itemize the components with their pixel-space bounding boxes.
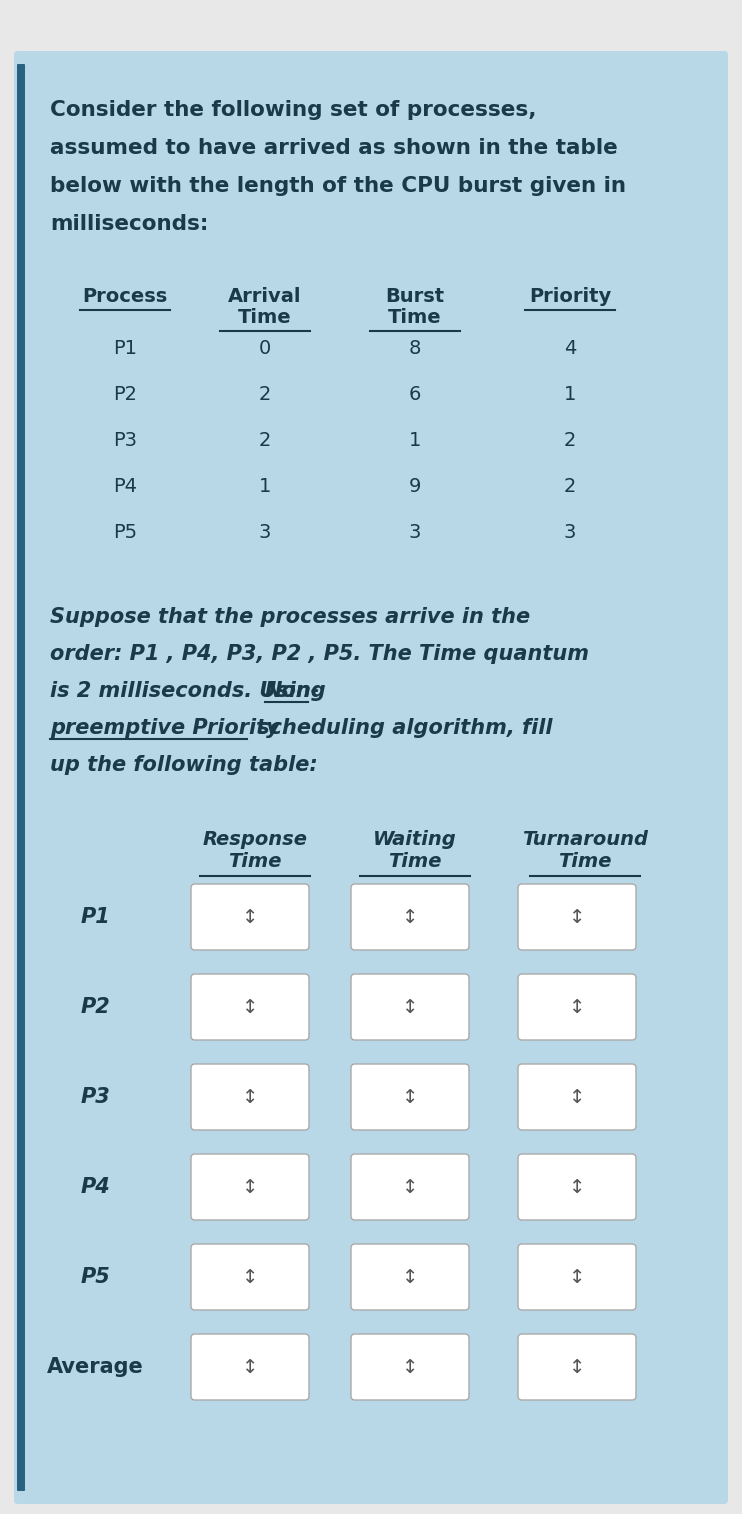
FancyBboxPatch shape	[518, 1245, 636, 1310]
Text: assumed to have arrived as shown in the table: assumed to have arrived as shown in the …	[50, 138, 618, 157]
Text: ↕: ↕	[402, 1267, 418, 1287]
Text: 2: 2	[564, 431, 577, 450]
Text: Time: Time	[388, 852, 441, 871]
Text: P5: P5	[113, 522, 137, 542]
FancyBboxPatch shape	[518, 884, 636, 949]
Text: Time: Time	[558, 852, 611, 871]
Text: ↕: ↕	[242, 1358, 258, 1376]
Text: 1: 1	[259, 477, 271, 497]
Text: Time: Time	[238, 307, 292, 327]
Text: Time: Time	[229, 852, 282, 871]
Text: P4: P4	[113, 477, 137, 497]
Text: Process: Process	[82, 288, 168, 306]
Text: ↕: ↕	[242, 998, 258, 1016]
Text: 8: 8	[409, 339, 421, 357]
Text: Arrival: Arrival	[229, 288, 302, 306]
FancyBboxPatch shape	[351, 1334, 469, 1400]
FancyBboxPatch shape	[518, 1334, 636, 1400]
Text: 2: 2	[259, 431, 271, 450]
Text: 1: 1	[564, 385, 577, 404]
Text: Priority: Priority	[529, 288, 611, 306]
Text: P1: P1	[113, 339, 137, 357]
FancyBboxPatch shape	[518, 1154, 636, 1220]
Text: preemptive Priority: preemptive Priority	[50, 718, 280, 737]
FancyBboxPatch shape	[191, 974, 309, 1040]
Text: ↕: ↕	[402, 1178, 418, 1196]
Text: Non-: Non-	[265, 681, 321, 701]
Text: 1: 1	[409, 431, 421, 450]
Text: ↕: ↕	[402, 998, 418, 1016]
Text: 2: 2	[259, 385, 271, 404]
Text: Burst: Burst	[385, 288, 444, 306]
Text: P3: P3	[113, 431, 137, 450]
FancyBboxPatch shape	[191, 884, 309, 949]
Text: ↕: ↕	[569, 907, 585, 927]
Text: ↕: ↕	[402, 1358, 418, 1376]
Text: P1: P1	[80, 907, 110, 927]
Text: ↕: ↕	[569, 1178, 585, 1196]
FancyBboxPatch shape	[518, 974, 636, 1040]
Text: 9: 9	[409, 477, 421, 497]
FancyBboxPatch shape	[518, 1064, 636, 1129]
Text: Consider the following set of processes,: Consider the following set of processes,	[50, 100, 536, 120]
Text: P2: P2	[113, 385, 137, 404]
Text: P3: P3	[80, 1087, 110, 1107]
Text: Average: Average	[47, 1357, 143, 1378]
FancyBboxPatch shape	[14, 51, 728, 1503]
Text: 4: 4	[564, 339, 577, 357]
Text: ↕: ↕	[569, 1087, 585, 1107]
Text: milliseconds:: milliseconds:	[50, 213, 209, 235]
Text: ↕: ↕	[569, 1358, 585, 1376]
FancyBboxPatch shape	[351, 1154, 469, 1220]
Text: ↕: ↕	[242, 1178, 258, 1196]
FancyBboxPatch shape	[191, 1334, 309, 1400]
Text: ↕: ↕	[569, 998, 585, 1016]
Text: Waiting: Waiting	[373, 830, 457, 849]
Text: is 2 milliseconds. Using: is 2 milliseconds. Using	[50, 681, 333, 701]
FancyBboxPatch shape	[17, 64, 25, 1491]
FancyBboxPatch shape	[351, 884, 469, 949]
Text: ↕: ↕	[242, 1267, 258, 1287]
FancyBboxPatch shape	[191, 1154, 309, 1220]
Text: P4: P4	[80, 1176, 110, 1198]
Text: P2: P2	[80, 998, 110, 1017]
Text: below with the length of the CPU burst given in: below with the length of the CPU burst g…	[50, 176, 626, 195]
Text: 6: 6	[409, 385, 421, 404]
Text: 0: 0	[259, 339, 271, 357]
FancyBboxPatch shape	[351, 1245, 469, 1310]
Text: P5: P5	[80, 1267, 110, 1287]
Text: Time: Time	[388, 307, 441, 327]
Text: ↕: ↕	[402, 907, 418, 927]
Text: scheduling algorithm, fill: scheduling algorithm, fill	[250, 718, 553, 737]
Text: 3: 3	[259, 522, 271, 542]
FancyBboxPatch shape	[351, 1064, 469, 1129]
Text: Response: Response	[203, 830, 307, 849]
FancyBboxPatch shape	[191, 1245, 309, 1310]
Text: ↕: ↕	[242, 907, 258, 927]
Text: order: ​P1​ , P4, P3, P2 , P5. The Time quantum: order: ​P1​ , P4, P3, P2 , P5. The Time …	[50, 643, 589, 665]
Text: ↕: ↕	[402, 1087, 418, 1107]
Text: Suppose that the processes arrive in the: Suppose that the processes arrive in the	[50, 607, 530, 627]
Text: 3: 3	[409, 522, 421, 542]
Text: 2: 2	[564, 477, 577, 497]
Text: up the following table:: up the following table:	[50, 755, 318, 775]
FancyBboxPatch shape	[351, 974, 469, 1040]
Text: ↕: ↕	[569, 1267, 585, 1287]
Text: 3: 3	[564, 522, 577, 542]
FancyBboxPatch shape	[191, 1064, 309, 1129]
Text: ↕: ↕	[242, 1087, 258, 1107]
Text: Turnaround: Turnaround	[522, 830, 648, 849]
